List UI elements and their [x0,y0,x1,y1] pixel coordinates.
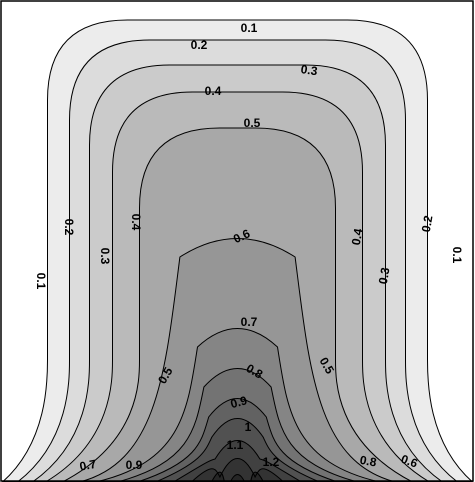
contour-label: 0.3 [98,248,112,265]
contour-label: 1 [245,420,252,434]
contour-line-1-2 [190,458,285,482]
contour-line-0-2 [16,39,459,482]
contour-lines [1,19,474,482]
contour-label: 0.1 [34,273,48,290]
contour-line-1-3 [210,471,265,482]
contour-line-0-1 [1,19,474,482]
contour-line-0-5 [62,127,413,482]
contour-label: 0.2 [62,219,76,236]
contour-line-0-6 [79,238,396,482]
contour-line-0-7 [95,328,380,482]
contour-fills [2,20,473,482]
contour-label: 0.1 [241,21,258,35]
contour-label: 0.5 [244,116,261,130]
contour-label: 0.4 [129,214,143,231]
contour-line-0-8 [117,368,358,482]
contour-label: 0.1 [450,247,464,264]
contour-line-1 [155,418,320,482]
contour-labels: 0.1 0.2 0.3 0.4 0.5 0.2 0.4 0.3 0.1 0.4 0.2 0.1 0.3 0… [34,21,464,473]
contour-line-0-3 [31,64,444,482]
contour-label: 0.3 [300,62,319,78]
contour-label: 0.6 [231,226,252,246]
contour-label: 0.3 [376,266,393,285]
contour-label: 0.4 [349,227,366,246]
contour-label: 0.7 [241,315,258,329]
contour-label: 0.9 [126,458,143,472]
contour-line-0-4 [44,91,431,482]
contour-fill-1-3 [211,472,264,482]
contour-label: 1.1 [227,438,244,452]
contour-line-1-1 [172,440,303,482]
contour-line-0-9 [137,398,338,482]
contour-label: 0.9 [229,393,249,411]
contour-label: 0.2 [419,214,436,233]
contour-label: 0.7 [78,457,97,474]
contour-label: 0.4 [205,84,222,98]
contour-label: 0.8 [359,453,378,470]
contour-label: 0.2 [191,38,208,52]
contour-label: 0.6 [399,452,420,471]
contour-label: 1.2 [263,455,280,469]
